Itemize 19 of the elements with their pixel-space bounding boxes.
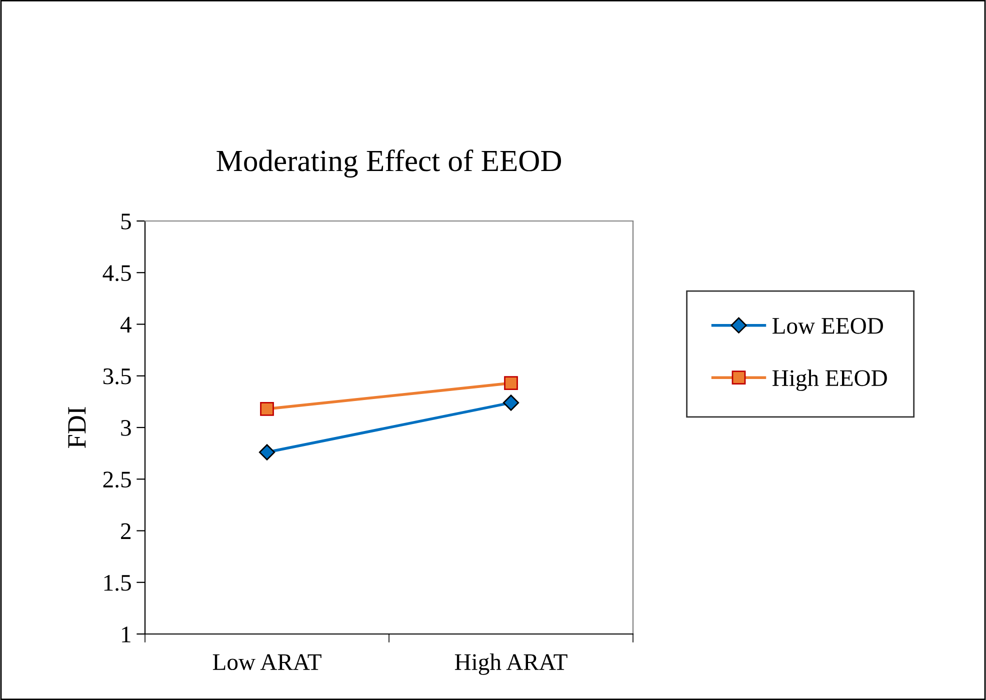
legend-label: High EEOD	[772, 369, 887, 391]
y-tick-label: 4	[120, 316, 132, 332]
y-tick-label: 3.5	[103, 368, 131, 384]
point	[502, 394, 520, 411]
x-tick-label: High ARAT	[454, 653, 568, 675]
y-tick-label: 2.5	[103, 472, 131, 488]
y-tick-label: 1.5	[104, 574, 131, 591]
y-tick-label: 5	[121, 214, 131, 230]
y-tick-label: 4.5	[102, 265, 131, 282]
chart-title: Moderating Effect of EEOD	[216, 149, 562, 178]
y-tick-label: 2	[121, 523, 131, 539]
y-tick-label: 1	[122, 626, 130, 642]
y-axis-title: FDI	[68, 407, 86, 448]
y-tick-label: 3	[121, 420, 131, 436]
point	[258, 444, 276, 460]
point	[504, 376, 518, 390]
legend-label: Low EEOD	[772, 318, 883, 334]
x-tick-label: Low ARAT	[212, 654, 322, 670]
point	[260, 402, 274, 416]
